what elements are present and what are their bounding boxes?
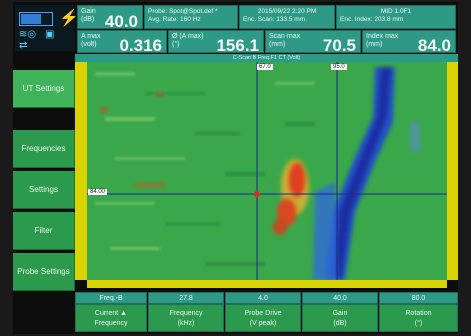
- gain-value: 40.0: [104, 12, 138, 31]
- probe-drive-value[interactable]: 4.0: [225, 292, 301, 304]
- sidebar-item-label: Settings: [29, 185, 58, 194]
- network-icon: ≋◎: [19, 29, 37, 40]
- instrument-screen: ⚡ ≋◎ ▣ ⇄ Gain (dB) 40.0 Probe: Spot@Spot…: [13, 2, 458, 334]
- frequency-param[interactable]: Frequency (kHz): [148, 304, 224, 332]
- datetime-info: 2015/09/22 2:20 PM Enc. Scan: 133.5 mm: [239, 5, 335, 29]
- sidebar-item-frequencies[interactable]: Frequencies: [13, 130, 75, 168]
- index-max-label: Index max (mm): [366, 33, 399, 48]
- gain-readout[interactable]: Gain (dB) 40.0: [77, 5, 143, 31]
- index-max-readout[interactable]: Index max (mm) 84.0: [362, 30, 456, 55]
- bottom-controls: Freq.-B Current ▲ Frequency 27.8 Frequen…: [75, 292, 458, 334]
- probe-drive-param[interactable]: Probe Drive (V peak): [225, 304, 301, 332]
- scan-max-value: 70.5: [322, 36, 356, 55]
- rotation-param[interactable]: Rotation (°): [379, 304, 458, 332]
- scan-cursor-2-label: 95.0: [331, 64, 347, 70]
- phi-a-max-value: 156.1: [216, 36, 259, 55]
- probe-info: Probe: Spot@Spot.def * Avg. Rate: 160 Hz: [144, 5, 238, 29]
- sidebar-menu: UT Settings Frequencies Settings Filter …: [13, 54, 75, 292]
- defect-indication: [273, 159, 309, 235]
- gain-label: Gain (dB): [81, 8, 96, 23]
- scan-texture: [95, 72, 315, 266]
- scan-cursor-1-label: 67.0: [257, 64, 273, 70]
- current-frequency-selector[interactable]: Current ▲ Frequency: [75, 304, 147, 332]
- battery-icon: [19, 12, 53, 26]
- enc-scan: Enc. Scan: 133.5 mm: [243, 16, 306, 23]
- charging-bolt-icon: ⚡: [59, 10, 79, 27]
- sidebar-item-label: Filter: [34, 226, 53, 235]
- datetime: 2015/09/22 2:20 PM: [257, 8, 317, 15]
- rotation-value[interactable]: 80.0: [379, 292, 458, 304]
- sidebar-item-probe-settings[interactable]: Probe Settings: [13, 253, 75, 291]
- status-panel: ⚡ ≋◎ ▣ ⇄: [15, 5, 79, 51]
- sidebar-item-label: UT Settings: [22, 84, 65, 93]
- a-max-readout[interactable]: A max (volt) 0.316: [77, 30, 167, 55]
- scan-max-label: Scan max (mm): [269, 33, 301, 48]
- probe-name: Probe: Spot@Spot.def *: [148, 8, 218, 15]
- storage-icon: ▣: [45, 29, 55, 40]
- cursor-intersection-marker: [254, 191, 260, 197]
- gain-value-bottom[interactable]: 40.0: [302, 292, 378, 304]
- phi-a-max-readout[interactable]: Ø (A max) (°) 156.1: [168, 30, 264, 55]
- avg-rate: Avg. Rate: 160 Hz: [148, 16, 201, 23]
- frequency-selector-head[interactable]: Freq.-B: [75, 292, 147, 304]
- sidebar-item-settings[interactable]: Settings: [13, 171, 75, 209]
- frequency-value[interactable]: 27.8: [148, 292, 224, 304]
- mode-info: MID 1.0F1 Enc. Index: 203.8 mm: [336, 5, 456, 29]
- enc-index: Enc. Index: 203.8 mm: [340, 16, 404, 23]
- gain-param[interactable]: Gain (dB): [302, 304, 378, 332]
- plot-title: C-Scan B Freq.F1 CT (Volt): [75, 54, 458, 62]
- connection-icon: ⇄: [19, 40, 28, 51]
- color-scale-bar: [447, 62, 458, 280]
- index-cursor-label: 84.00: [88, 189, 108, 195]
- sidebar-item-ut-settings[interactable]: UT Settings: [13, 70, 75, 108]
- a-max-value: 0.316: [119, 36, 162, 55]
- x-axis-ruler: [87, 280, 447, 288]
- y-axis-ruler: [75, 62, 87, 280]
- blue-band-indication: [313, 67, 420, 280]
- sidebar-item-filter[interactable]: Filter: [13, 212, 75, 250]
- sidebar-item-label: Frequencies: [21, 144, 66, 153]
- a-max-label: A max (volt): [81, 33, 101, 48]
- phi-a-max-label: Ø (A max) (°): [172, 33, 204, 48]
- mode: MID 1.0F1: [380, 8, 412, 15]
- scan-max-readout[interactable]: Scan max (mm) 70.5: [265, 30, 361, 55]
- index-max-value: 84.0: [417, 36, 451, 55]
- header-bar: ⚡ ≋◎ ▣ ⇄ Gain (dB) 40.0 Probe: Spot@Spot…: [13, 2, 458, 55]
- sidebar-item-label: Probe Settings: [17, 267, 70, 276]
- c-scan-plot[interactable]: [75, 62, 458, 280]
